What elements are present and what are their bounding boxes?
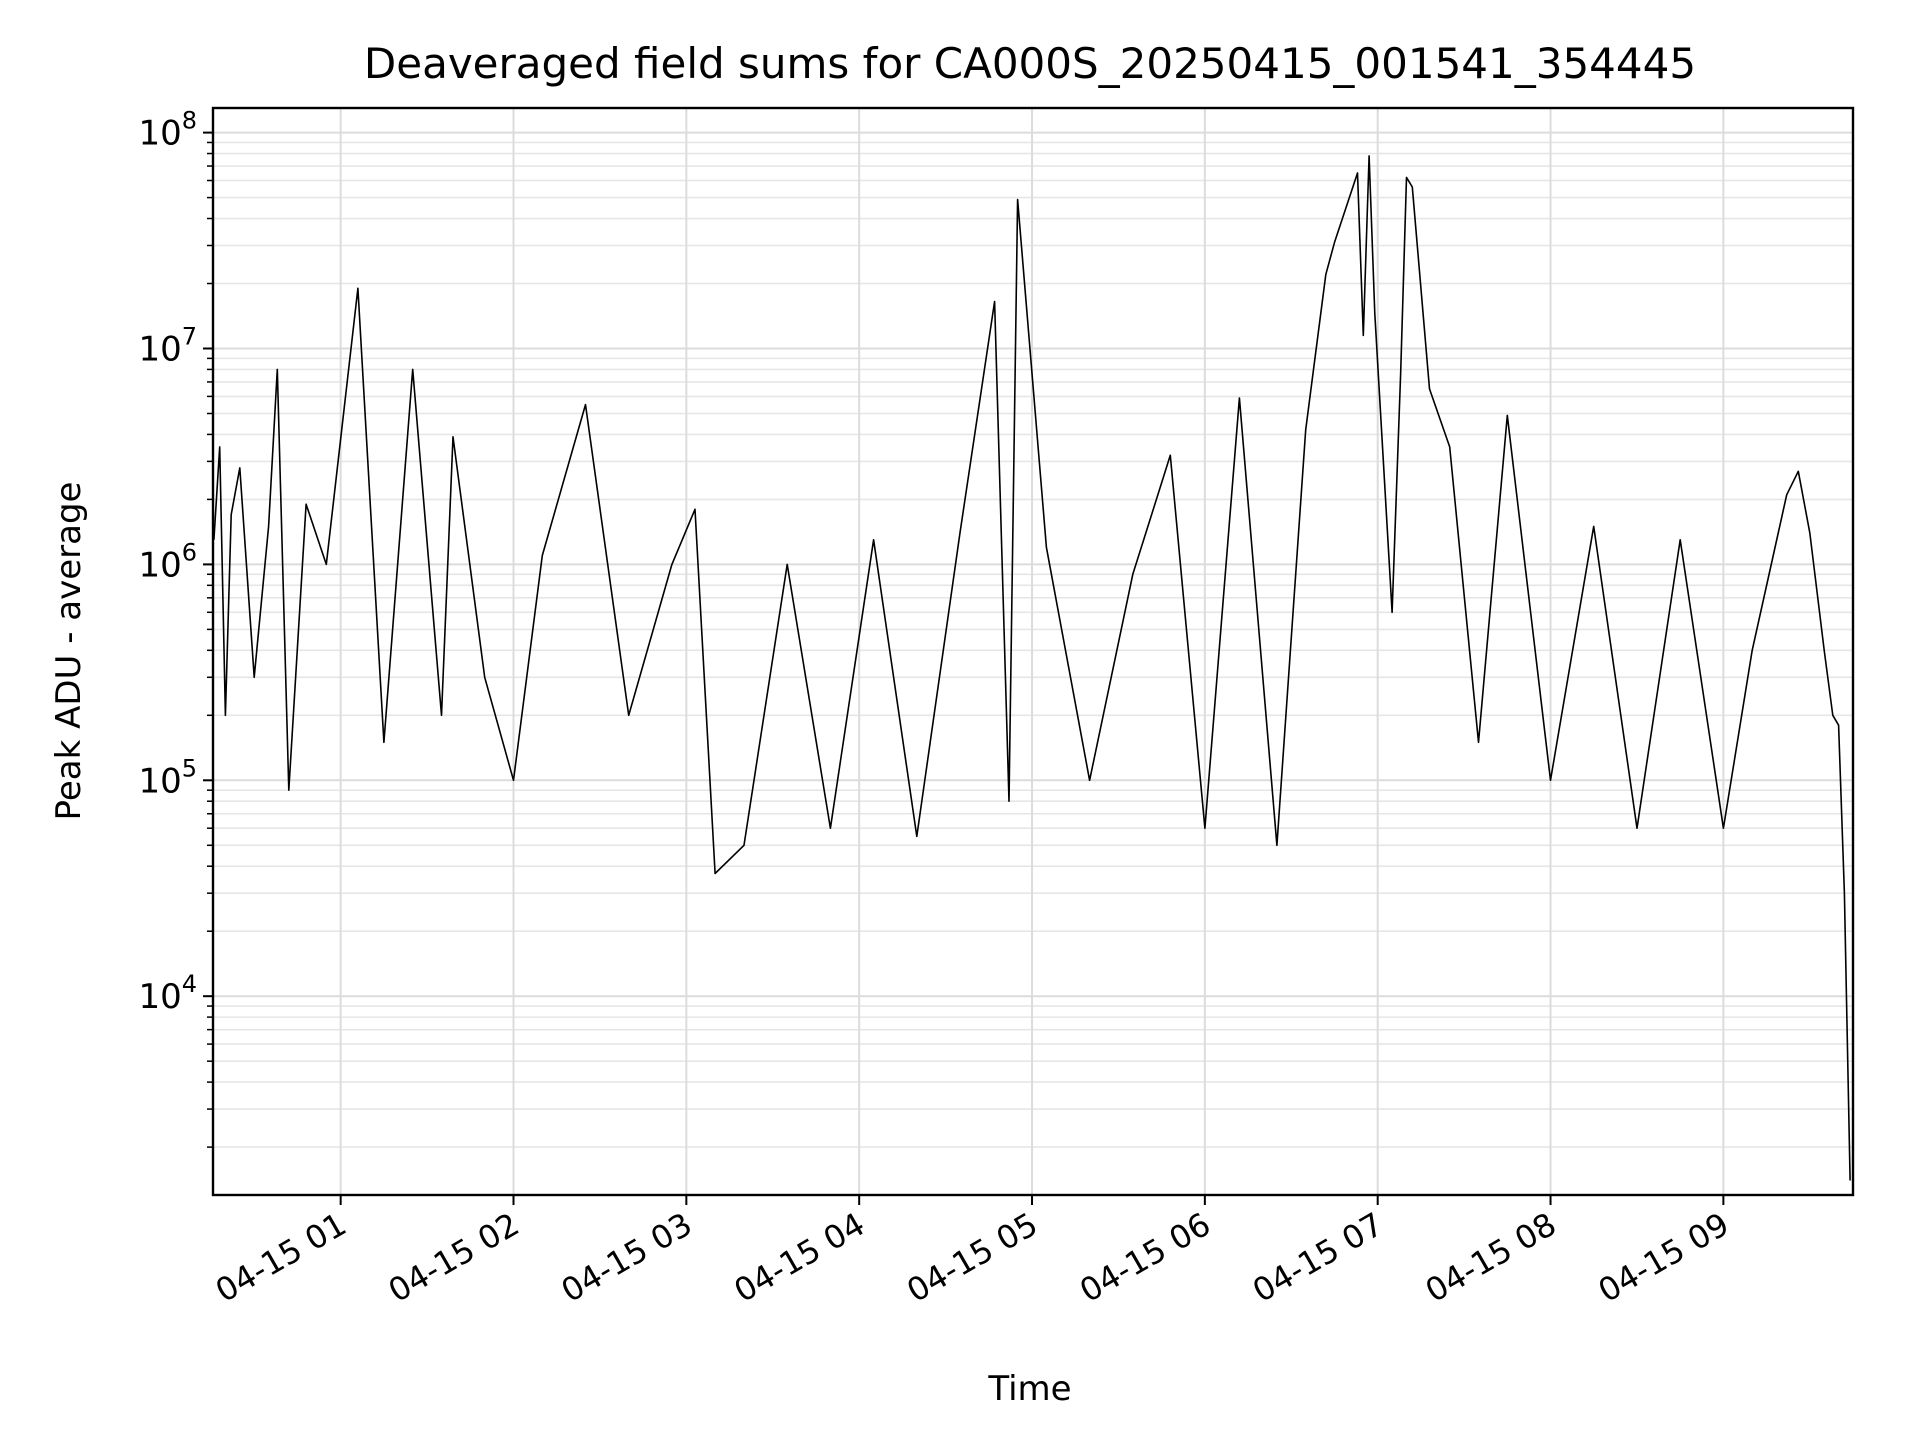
y-tick-label: 104 — [138, 970, 197, 1017]
major-gridlines — [213, 108, 1853, 1195]
series-line — [213, 155, 1851, 1181]
y-tick-label: 108 — [138, 107, 197, 154]
y-tick-label: 105 — [138, 754, 197, 801]
y-axis-label: Peak ADU - average — [49, 482, 89, 821]
series-layer — [213, 155, 1851, 1181]
y-tick-label: 106 — [138, 538, 197, 585]
y-axis: 104 105 106 107 108 — [138, 107, 213, 1148]
chart-title: Deaveraged field sums for CA000S_2025041… — [364, 39, 1696, 88]
x-axis-label: Time — [987, 1369, 1071, 1409]
y-tick-label: 107 — [138, 322, 197, 369]
